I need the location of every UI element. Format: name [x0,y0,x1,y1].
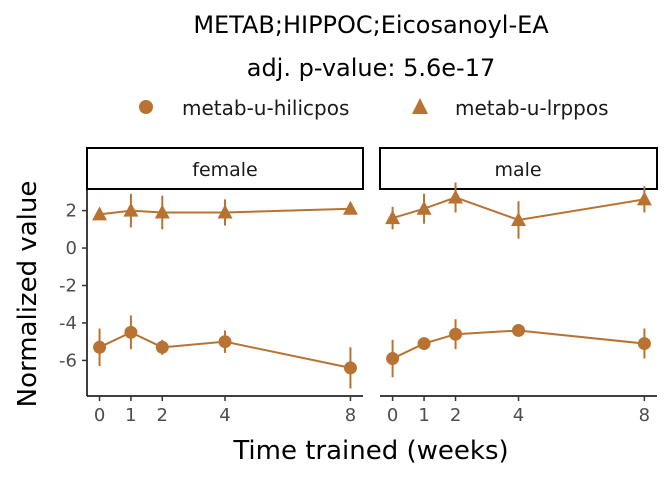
data-point-circle [449,327,463,341]
data-point-circle [93,340,107,354]
facet-male: male [379,147,658,378]
x-tick-label: 8 [345,405,356,426]
y-tick-label: -4 [59,313,77,334]
data-point-triangle [92,206,108,221]
data-point-circle [218,335,232,349]
data-point-circle [637,337,651,351]
data-point-circle [512,323,525,337]
x-tick-label: 1 [418,405,429,426]
data-point-circle [124,325,138,339]
legend: metab-u-hilicpos metab-u-lrppos [139,96,609,120]
x-tick-label: 1 [125,405,136,426]
strip-label-male: male [494,159,541,181]
x-tick-label: 8 [639,405,650,426]
data-point-triangle [123,202,139,217]
strip-female [86,147,364,190]
legend-circle-marker [139,100,153,114]
y-tick-label: -6 [59,350,77,371]
y-tick-label: 2 [66,201,77,222]
x-axis-title: Time trained (weeks) [232,436,508,466]
x-tick-label: 4 [513,405,524,426]
data-point-circle [417,337,431,351]
legend-label-hilicpos: metab-u-hilicpos [182,96,349,120]
panel-male [385,182,652,378]
strip-label-female: female [192,159,258,181]
x-tick-label: 0 [387,405,398,426]
x-tick-label: 2 [450,405,461,426]
chart-subtitle: adj. p-value: 5.6e-17 [247,54,496,82]
data-point-triangle [342,200,358,215]
data-point-triangle [511,211,526,226]
facet-female: female [86,147,364,389]
data-point-circle [386,352,400,366]
strip-male [379,147,658,190]
x-tick-label: 2 [157,405,168,426]
x-tick-label: 0 [94,405,105,426]
legend-label-lrppos: metab-u-lrppos [455,96,609,120]
panel-female [92,193,358,389]
x-tick-label: 4 [219,405,230,426]
data-point-circle [155,340,169,354]
data-point-triangle [636,191,652,206]
data-point-triangle [416,200,432,215]
data-point-triangle [154,204,170,219]
chart-title: METAB;HIPPOC;Eicosanoyl-EA [193,11,549,39]
data-point-circle [343,361,357,375]
y-axis: 2 0 -2 -4 -6 [59,190,88,396]
y-axis-title: Normalized value [13,181,43,408]
data-point-triangle [385,210,401,225]
data-point-triangle [217,204,233,219]
legend-triangle-marker [412,98,428,114]
y-tick-label: 0 [66,238,77,259]
y-tick-label: -2 [59,276,77,297]
data-point-triangle [448,189,464,204]
